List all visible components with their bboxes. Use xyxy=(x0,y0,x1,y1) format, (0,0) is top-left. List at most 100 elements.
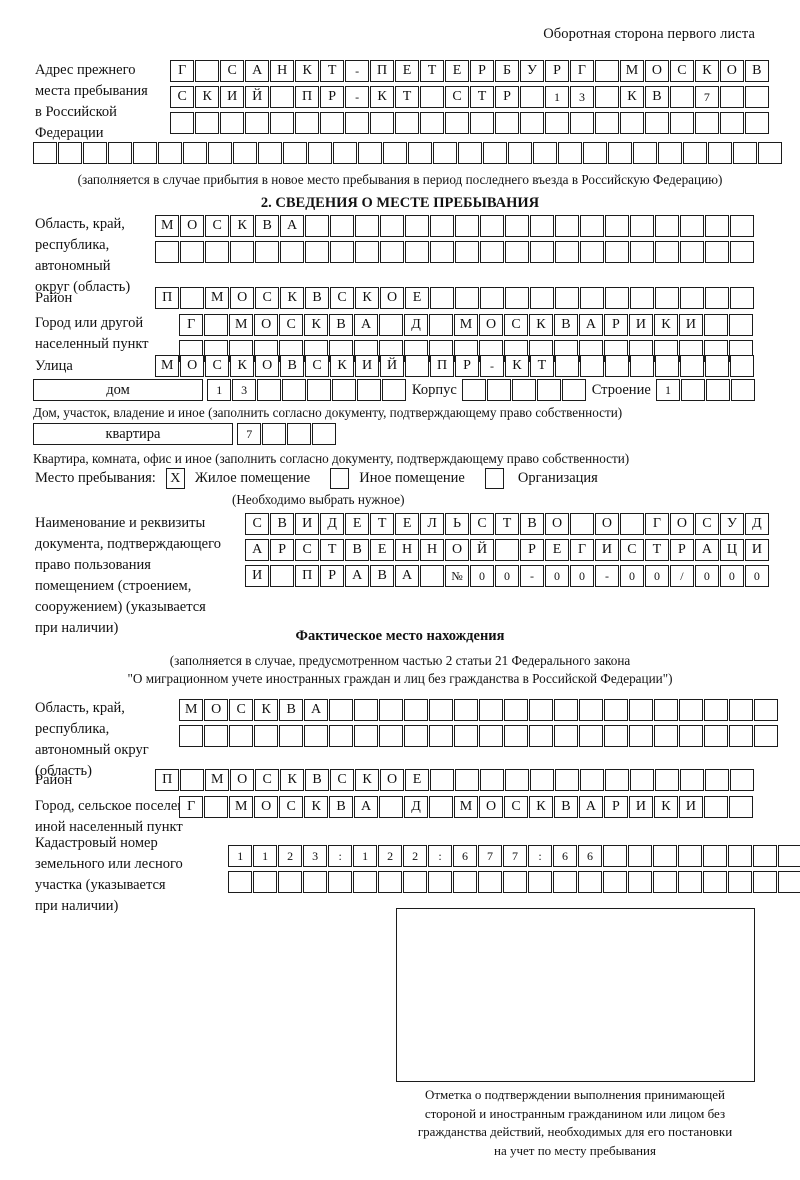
section2-street-row-cell-9[interactable]: Й xyxy=(379,355,405,377)
prev-address-row-1-cell-8[interactable]: П xyxy=(369,60,395,82)
prev-address-row-3-cell-22[interactable] xyxy=(719,112,745,134)
section2-district-row-cell-23[interactable] xyxy=(729,287,755,309)
cadastral-row-1-cell-3[interactable]: 3 xyxy=(302,845,328,867)
checkbox-zhiloe-pomeshchenie[interactable]: X xyxy=(165,468,185,489)
section2-region-row-1-cell-9[interactable] xyxy=(379,215,405,237)
prev-address-row-2-cell-17[interactable] xyxy=(594,86,620,108)
section2-district-row-cell-13[interactable] xyxy=(479,287,505,309)
cadastral-row-1-cell-19[interactable] xyxy=(702,845,728,867)
doc-row-2-cell-1[interactable]: Р xyxy=(269,539,295,561)
section2-region-row-1-cell-7[interactable] xyxy=(329,215,355,237)
prev-address-row-4-cell-4[interactable] xyxy=(132,142,158,164)
actual-district-row-cell-1[interactable] xyxy=(179,769,205,791)
section2-region-row-2-cell-11[interactable] xyxy=(429,241,455,263)
section2-city-row-1-cell-9[interactable]: Д xyxy=(403,314,429,336)
prev-address-row-4-cell-18[interactable] xyxy=(482,142,508,164)
cadastral-row-2-cell-20[interactable] xyxy=(727,871,753,893)
section2-district-row-cell-19[interactable] xyxy=(629,287,655,309)
actual-city-row-cell-22[interactable] xyxy=(728,796,754,818)
section2-district-row-cell-17[interactable] xyxy=(579,287,605,309)
section2-region-row-2-cell-16[interactable] xyxy=(554,241,580,263)
actual-district-row-cell-18[interactable] xyxy=(604,769,630,791)
actual-city-row-cell-6[interactable]: В xyxy=(328,796,354,818)
section2-street-row-cell-21[interactable] xyxy=(679,355,705,377)
actual-region-row-2-cell-9[interactable] xyxy=(403,725,429,747)
section2-street-row-cell-17[interactable] xyxy=(579,355,605,377)
stroenie-boxes-cell-1[interactable] xyxy=(680,379,706,401)
cadastral-row-2-cell-5[interactable] xyxy=(352,871,378,893)
actual-region-row-1-cell-6[interactable] xyxy=(328,699,354,721)
cadastral-row-1-cell-13[interactable]: 6 xyxy=(552,845,578,867)
prev-address-row-4-cell-1[interactable] xyxy=(57,142,83,164)
actual-region-row-1-cell-14[interactable] xyxy=(528,699,554,721)
section2-street-row-cell-18[interactable] xyxy=(604,355,630,377)
section2-street-row-cell-1[interactable]: О xyxy=(179,355,205,377)
section2-street-row-cell-23[interactable] xyxy=(729,355,755,377)
doc-row-1-cell-8[interactable]: Ь xyxy=(444,513,470,535)
doc-row-2-cell-9[interactable]: Й xyxy=(469,539,495,561)
doc-row-3-cell-3[interactable]: Р xyxy=(319,565,345,587)
actual-region-row-2-cell-7[interactable] xyxy=(353,725,379,747)
prev-address-row-4-cell-24[interactable] xyxy=(632,142,658,164)
actual-city-row-cell-4[interactable]: С xyxy=(278,796,304,818)
section2-city-row-1-cell-17[interactable]: Р xyxy=(603,314,629,336)
section2-district-row-cell-1[interactable] xyxy=(179,287,205,309)
section2-region-row-2-cell-0[interactable] xyxy=(155,241,180,263)
checkbox-inoe-pomeshchenie[interactable] xyxy=(330,468,350,489)
actual-region-row-1-cell-3[interactable]: К xyxy=(253,699,279,721)
section2-street-row-cell-8[interactable]: И xyxy=(354,355,380,377)
prev-address-row-3-cell-3[interactable] xyxy=(244,112,270,134)
doc-row-2-cell-18[interactable]: А xyxy=(694,539,720,561)
actual-region-row-2-cell-11[interactable] xyxy=(453,725,479,747)
flat-number-boxes-cell-2[interactable] xyxy=(286,423,312,445)
actual-region-row-1-cell-5[interactable]: А xyxy=(303,699,329,721)
actual-region-row-2-cell-1[interactable] xyxy=(203,725,229,747)
section2-street-row-cell-11[interactable]: П xyxy=(429,355,455,377)
section2-region-row-2-cell-19[interactable] xyxy=(629,241,655,263)
section2-region-row-2-cell-8[interactable] xyxy=(354,241,380,263)
prev-address-row-4-cell-22[interactable] xyxy=(582,142,608,164)
doc-row-1-cell-2[interactable]: И xyxy=(294,513,320,535)
prev-address-row-2-cell-22[interactable] xyxy=(719,86,745,108)
actual-region-row-1-cell-9[interactable] xyxy=(403,699,429,721)
section2-region-row-2-cell-21[interactable] xyxy=(679,241,705,263)
korpus-boxes-cell-2[interactable] xyxy=(511,379,537,401)
actual-city-row-cell-17[interactable]: Р xyxy=(603,796,629,818)
cadastral-row-1-cell-5[interactable]: 1 xyxy=(352,845,378,867)
stroenie-boxes-cell-2[interactable] xyxy=(705,379,731,401)
actual-city-row-cell-13[interactable]: С xyxy=(503,796,529,818)
prev-address-row-4-cell-8[interactable] xyxy=(232,142,258,164)
doc-row-3-cell-15[interactable]: 0 xyxy=(619,565,645,587)
actual-district-row-cell-16[interactable] xyxy=(554,769,580,791)
cadastral-row-1-cell-12[interactable]: : xyxy=(527,845,553,867)
section2-region-row-2-cell-14[interactable] xyxy=(504,241,530,263)
doc-row-3-cell-11[interactable]: - xyxy=(519,565,545,587)
prev-address-row-2-cell-10[interactable] xyxy=(419,86,445,108)
section2-city-row-1-cell-0[interactable]: Г xyxy=(179,314,204,336)
actual-region-row-2-cell-19[interactable] xyxy=(653,725,679,747)
cadastral-row-2-cell-12[interactable] xyxy=(527,871,553,893)
actual-district-row-cell-20[interactable] xyxy=(654,769,680,791)
prev-address-row-2-cell-3[interactable]: Й xyxy=(244,86,270,108)
actual-region-row-2-cell-14[interactable] xyxy=(528,725,554,747)
cadastral-row-1-cell-7[interactable]: 2 xyxy=(402,845,428,867)
actual-city-row-cell-2[interactable]: М xyxy=(228,796,254,818)
doc-row-3-cell-13[interactable]: 0 xyxy=(569,565,595,587)
prev-address-row-3-cell-5[interactable] xyxy=(294,112,320,134)
cadastral-row-2-cell-4[interactable] xyxy=(327,871,353,893)
prev-address-row-1-cell-7[interactable]: - xyxy=(344,60,370,82)
cadastral-row-2-cell-19[interactable] xyxy=(702,871,728,893)
section2-district-row-cell-6[interactable]: В xyxy=(304,287,330,309)
actual-district-row-cell-3[interactable]: О xyxy=(229,769,255,791)
actual-district-row-cell-22[interactable] xyxy=(704,769,730,791)
section2-region-row-2-cell-13[interactable] xyxy=(479,241,505,263)
doc-row-2-cell-5[interactable]: Е xyxy=(369,539,395,561)
doc-row-1-cell-20[interactable]: Д xyxy=(744,513,770,535)
prev-address-row-1-cell-14[interactable]: У xyxy=(519,60,545,82)
confirmation-stamp-box[interactable] xyxy=(396,908,755,1082)
